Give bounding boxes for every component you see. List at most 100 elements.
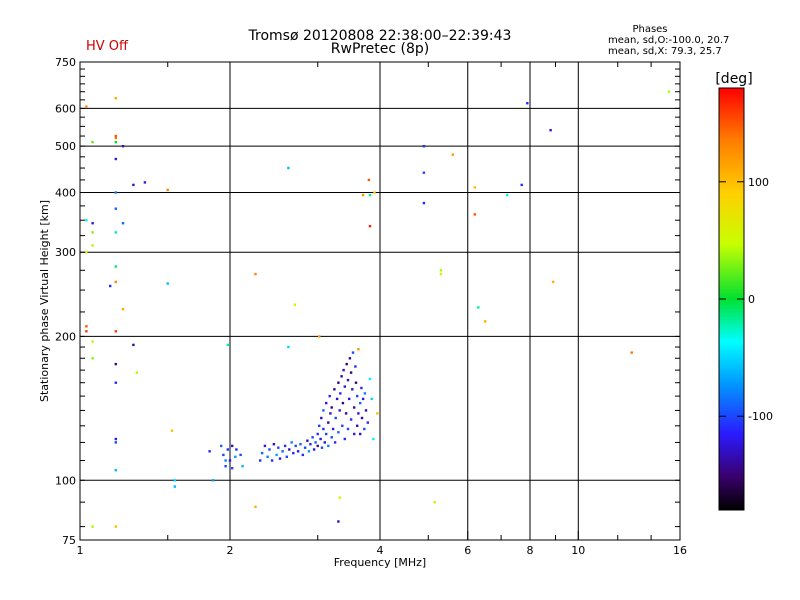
data-point — [354, 365, 357, 368]
data-point — [211, 479, 215, 482]
data-point — [422, 201, 426, 205]
colorbar-tick-label: 0 — [748, 293, 755, 306]
data-point — [360, 386, 363, 390]
data-point — [353, 432, 356, 436]
data-point — [294, 444, 297, 448]
x-tick-label: 2 — [227, 544, 234, 557]
data-point — [254, 505, 257, 508]
data-point — [348, 357, 352, 360]
data-point — [114, 280, 117, 284]
data-point — [254, 272, 257, 276]
data-point — [272, 443, 276, 446]
data-point — [364, 409, 368, 412]
data-point — [283, 444, 287, 448]
data-point — [344, 412, 348, 415]
data-point — [132, 183, 135, 187]
data-point — [292, 451, 295, 455]
data-point — [114, 265, 117, 268]
data-point — [91, 231, 94, 234]
data-point — [290, 441, 293, 444]
data-point — [368, 225, 372, 228]
colorbar-tick-label: -100 — [748, 410, 773, 423]
data-point — [330, 436, 333, 439]
data-point — [114, 441, 117, 444]
x-tick-label: 8 — [527, 544, 534, 557]
data-point — [132, 343, 135, 347]
axis-ticks — [79, 61, 681, 540]
data-point — [361, 193, 365, 197]
data-point — [121, 308, 125, 311]
data-point — [234, 455, 237, 458]
data-point — [239, 453, 242, 457]
data-point — [340, 375, 343, 378]
data-point — [135, 371, 138, 374]
data-point — [235, 448, 238, 451]
data-point — [549, 129, 552, 132]
data-point — [114, 191, 117, 194]
data-point — [370, 397, 373, 401]
data-point — [346, 378, 350, 382]
data-point — [114, 97, 117, 100]
data-point — [114, 207, 117, 210]
data-point — [299, 443, 302, 446]
data-point — [359, 432, 362, 436]
data-point — [303, 446, 307, 449]
data-point — [316, 432, 319, 436]
data-point — [91, 140, 94, 144]
data-point — [473, 213, 476, 216]
data-point — [228, 459, 232, 462]
data-point — [166, 188, 169, 192]
data-point — [361, 397, 365, 401]
y-tick-label: 300 — [55, 246, 76, 259]
data-point — [270, 459, 274, 462]
data-point — [320, 446, 324, 449]
data-point — [91, 357, 94, 360]
data-point — [339, 392, 342, 395]
data-point — [329, 412, 332, 415]
data-point — [331, 427, 335, 431]
y-tick-label: 100 — [55, 474, 76, 487]
data-point — [263, 444, 267, 448]
data-point — [322, 409, 325, 412]
data-point — [322, 427, 325, 431]
data-point — [143, 181, 147, 184]
data-point — [343, 437, 346, 441]
data-point — [334, 416, 337, 420]
data-point — [422, 171, 426, 174]
data-point — [226, 448, 229, 451]
stats-line-o: mean, sd,O:-100.0, 20.7 — [608, 35, 729, 46]
data-point — [314, 441, 317, 444]
data-point — [114, 525, 117, 528]
x-tick-label: 10 — [571, 544, 585, 557]
stats-heading: Phases — [632, 24, 667, 35]
data-point — [173, 485, 176, 488]
data-point — [231, 444, 234, 448]
data-point — [483, 320, 487, 323]
data-point — [451, 153, 454, 156]
data-point — [433, 501, 436, 504]
data-point — [551, 280, 555, 284]
data-point — [363, 392, 367, 395]
data-point — [114, 140, 117, 144]
data-point — [281, 450, 284, 453]
data-point — [114, 134, 117, 138]
data-point — [337, 520, 340, 523]
data-point — [266, 455, 269, 458]
x-tick-label: 4 — [377, 544, 384, 557]
data-point — [354, 381, 358, 384]
y-tick-labels: 75 100 200 300 400 500 600 750 — [55, 56, 76, 547]
data-point — [85, 325, 88, 328]
data-point — [309, 443, 312, 446]
y-tick-label: 400 — [55, 186, 76, 199]
data-point — [351, 388, 354, 391]
data-point — [91, 244, 94, 247]
data-point — [351, 351, 355, 354]
data-point — [301, 453, 304, 457]
data-point — [121, 222, 125, 225]
data-point — [114, 469, 117, 472]
data-point — [85, 251, 88, 254]
data-point — [311, 436, 314, 439]
data-point — [91, 222, 94, 225]
data-point — [439, 272, 443, 276]
